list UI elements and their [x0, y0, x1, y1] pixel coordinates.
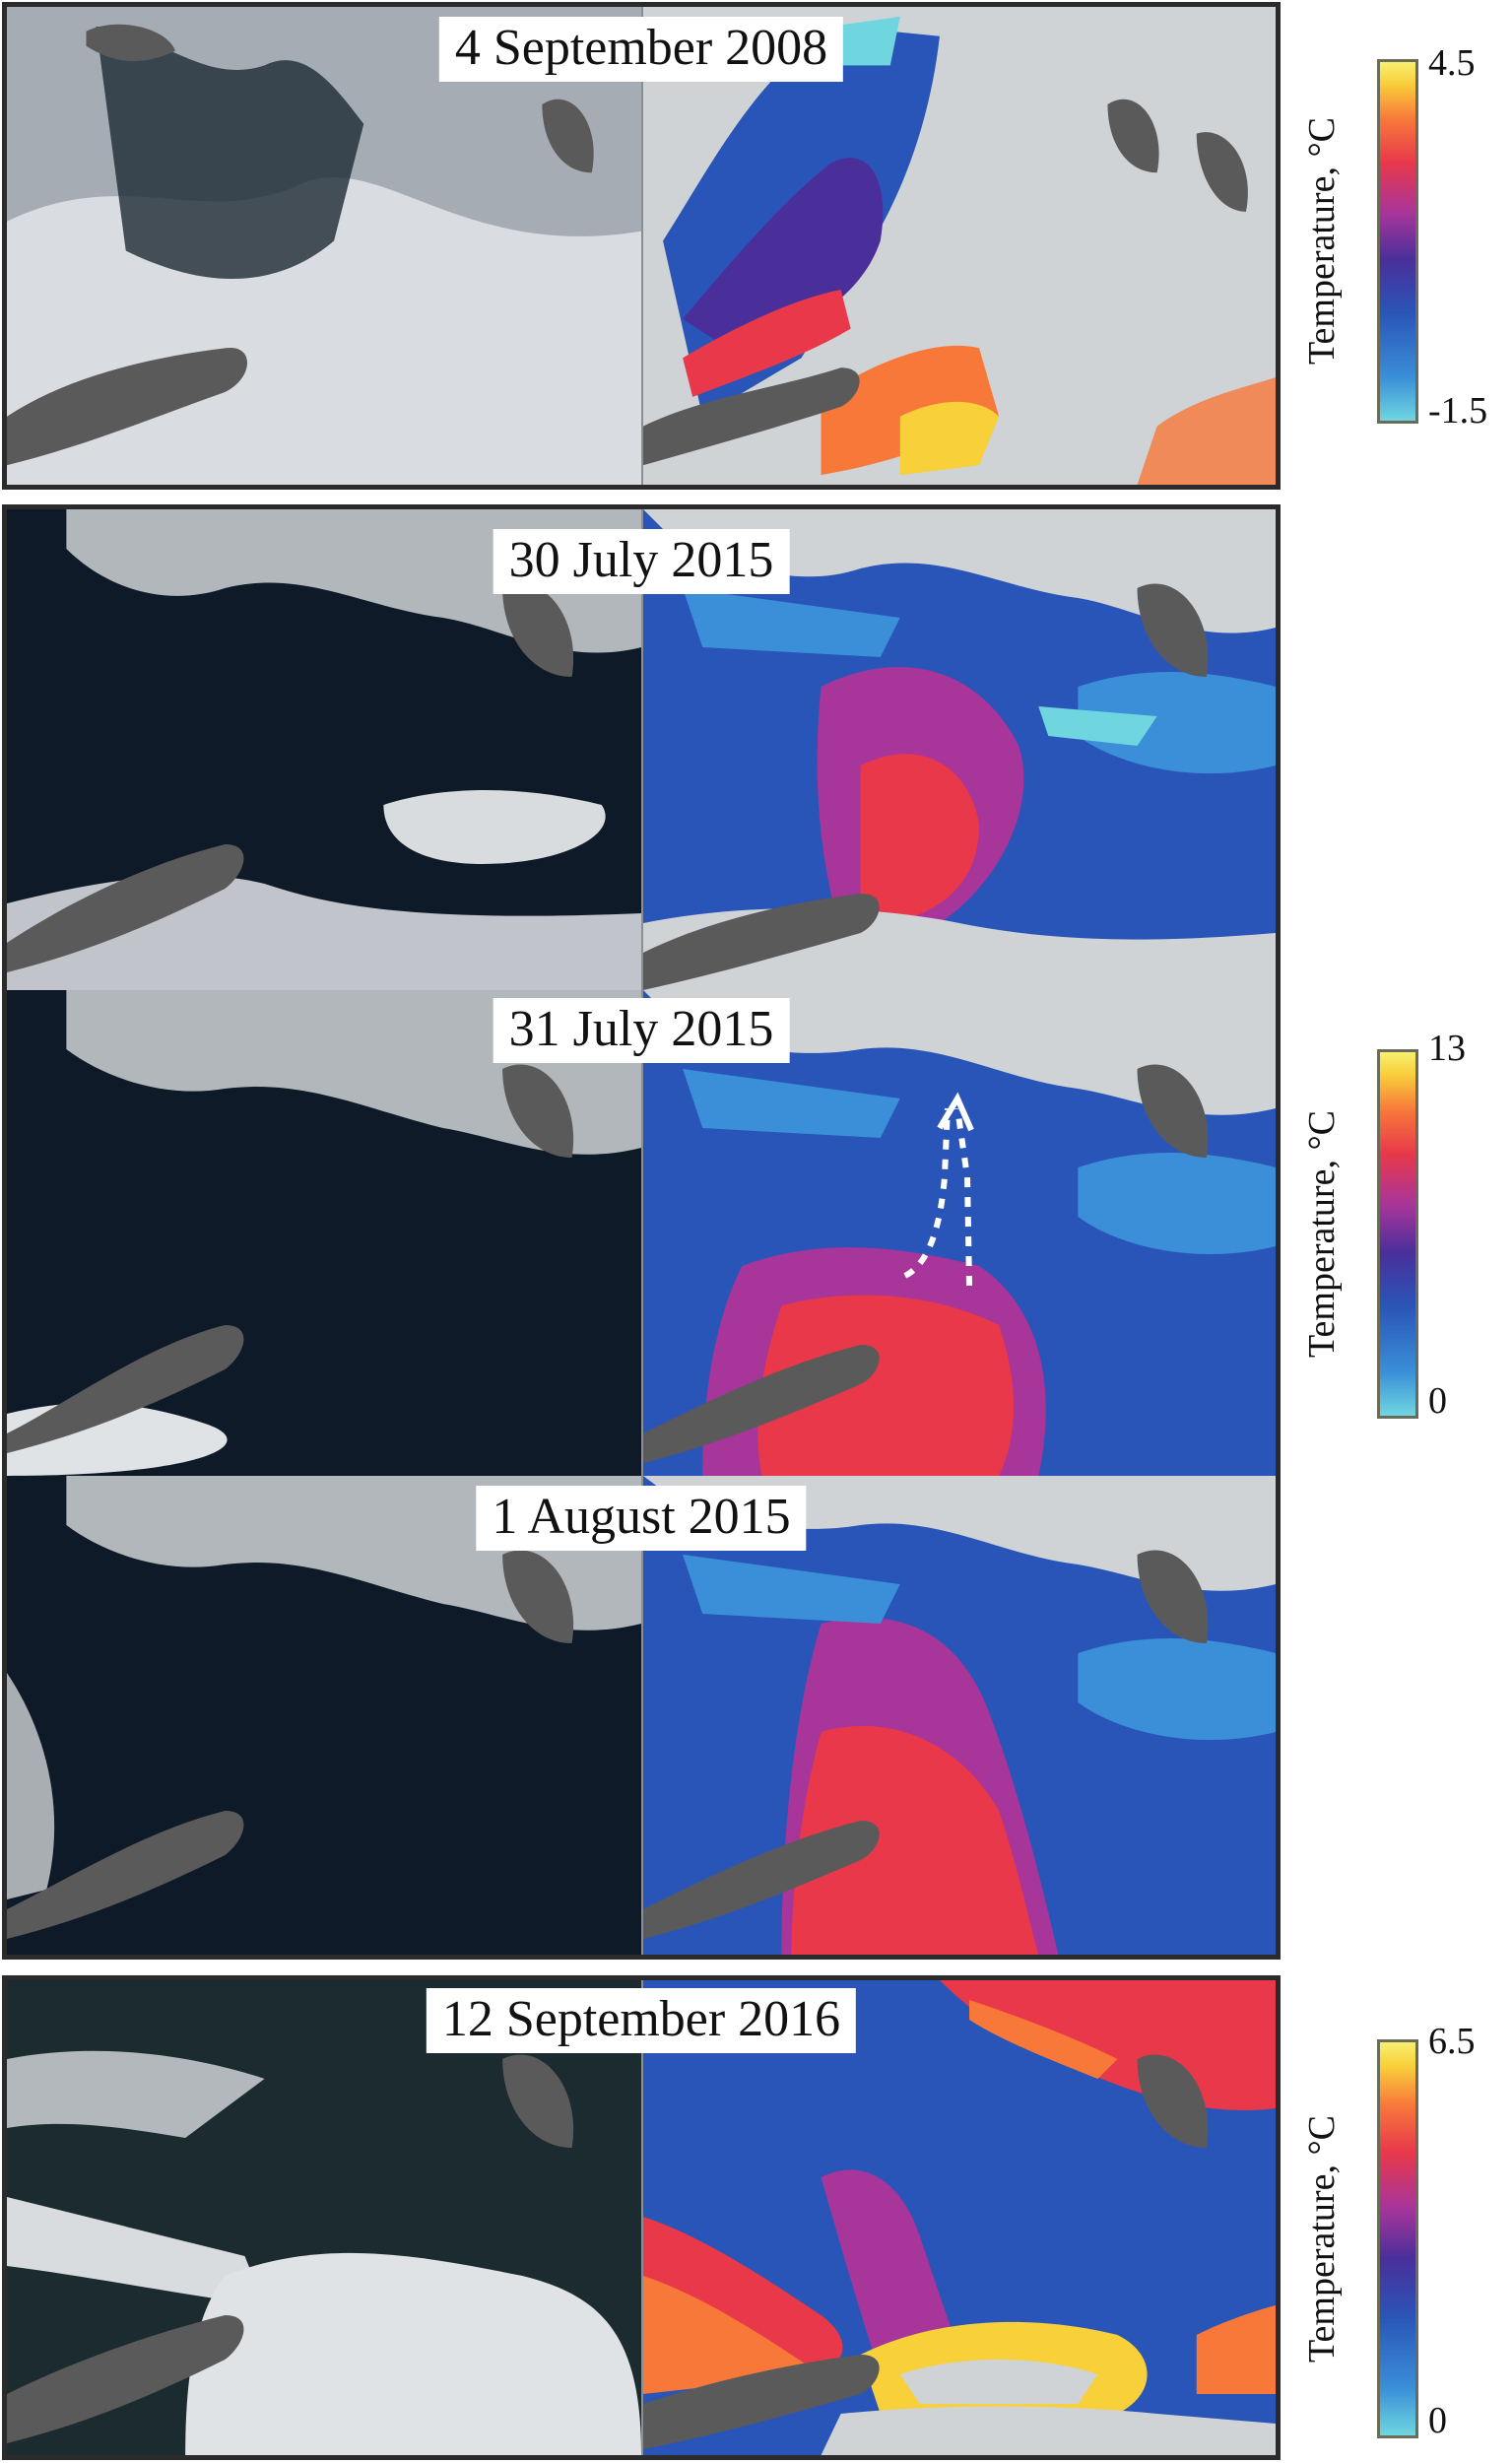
colorbar-title: Temperature, °C — [1301, 2115, 1343, 2363]
frame-2016: 12 September 2016 — [2, 1975, 1281, 2460]
colorbar-max: 13 — [1428, 1028, 1466, 1069]
true-color-image — [7, 509, 641, 990]
colorbar-max: 4.5 — [1428, 42, 1476, 84]
colorbar-title: Temperature, °C — [1301, 1110, 1343, 1358]
sst-image — [641, 7, 1276, 485]
current-path-dotted-arrow — [903, 1107, 951, 1279]
true-color-image — [7, 7, 641, 485]
sst-image — [641, 1980, 1276, 2455]
frame-2008: 4 September 2008 — [2, 2, 1281, 490]
frame-2015: 30 July 2015 — [2, 504, 1281, 1960]
row-2008: 4 September 2008 — [7, 7, 1276, 485]
colorbar-2015: Temperature, °C 13 0 — [1290, 1028, 1512, 1422]
true-color-image — [7, 990, 641, 1476]
panel-date-label: 12 September 2016 — [426, 1988, 857, 2053]
row-2016: 12 September 2016 — [7, 1980, 1276, 2455]
row-1-august-2015: 1 August 2015 — [7, 1476, 1276, 1955]
colorbar-min: 0 — [1428, 1380, 1447, 1422]
row-30-july-2015: 30 July 2015 — [7, 509, 1276, 990]
colorbar-min: 0 — [1428, 2400, 1447, 2441]
colorbar-title: Temperature, °C — [1301, 117, 1343, 366]
panel-date-label: 1 August 2015 — [476, 1486, 807, 1551]
panel-date-label: 31 July 2015 — [493, 998, 790, 1063]
colorbar-min: -1.5 — [1428, 390, 1488, 432]
row-31-july-2015: 31 July 2015 — [7, 990, 1276, 1476]
panel-date-label: 4 September 2008 — [438, 17, 844, 82]
colorbar-gradient — [1377, 59, 1418, 424]
colorbar-2008: Temperature, °C 4.5 -1.5 — [1290, 42, 1512, 432]
panel-date-label: 30 July 2015 — [493, 529, 790, 594]
true-color-image — [7, 1476, 641, 1955]
sst-image — [641, 990, 1276, 1476]
colorbar-max: 6.5 — [1428, 2021, 1476, 2062]
colorbar-gradient — [1377, 1049, 1418, 1419]
true-color-image — [7, 1980, 641, 2455]
colorbar-2016: Temperature, °C 6.5 0 — [1290, 2020, 1512, 2443]
colorbar-gradient — [1377, 2039, 1418, 2438]
